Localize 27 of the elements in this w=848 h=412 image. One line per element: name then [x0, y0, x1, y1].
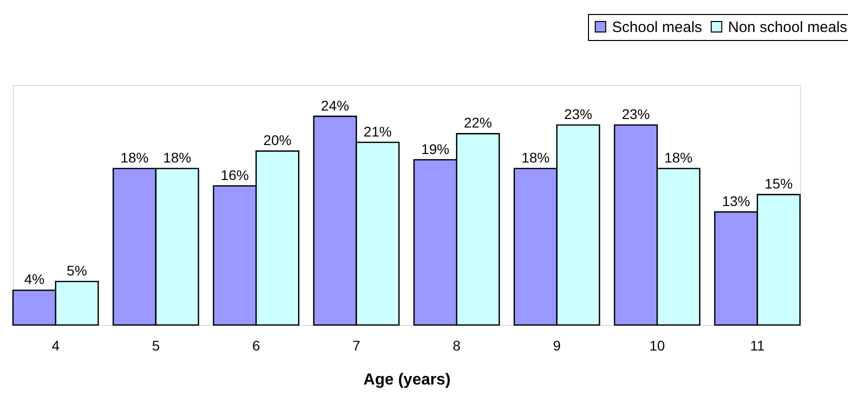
x-tick-label: 10: [649, 338, 666, 354]
data-label: 18%: [664, 149, 692, 166]
data-label: 21%: [364, 123, 392, 140]
data-label: 4%: [24, 271, 44, 288]
x-tick-label: 5: [152, 338, 160, 354]
data-label: 23%: [564, 106, 592, 122]
data-label: 5%: [66, 262, 88, 279]
x-tick-label: 4: [52, 338, 60, 354]
legend-label: School meals: [612, 18, 702, 36]
data-label: 13%: [722, 192, 750, 209]
x-tick-label: 9: [552, 338, 561, 354]
legend-label: Non school meals: [728, 18, 848, 36]
x-tick-label: 11: [750, 338, 765, 354]
x-tick-label: 8: [452, 338, 461, 354]
data-label: 15%: [764, 176, 793, 192]
data-label: 19%: [421, 140, 450, 157]
data-label: 18%: [163, 149, 192, 166]
x-tick-label: 6: [252, 338, 260, 354]
x-axis-title: Age (years): [363, 372, 451, 388]
data-label: 22%: [464, 114, 492, 131]
data-label: 24%: [321, 97, 350, 114]
data-label: 18%: [522, 149, 550, 166]
data-label: 16%: [220, 166, 249, 183]
data-label: 23%: [622, 106, 650, 122]
x-tick-label: 7: [352, 338, 360, 354]
data-label: 20%: [263, 132, 292, 148]
data-label: 18%: [120, 149, 149, 166]
